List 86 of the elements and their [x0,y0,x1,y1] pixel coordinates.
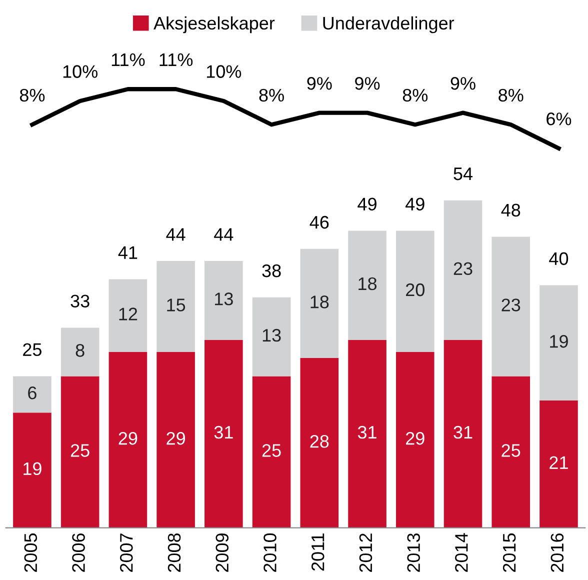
total-label: 54 [454,168,473,180]
bar [492,236,530,376]
legend-label: Underavdelinger [323,16,454,34]
data-label: 23 [454,262,472,275]
bar [13,376,52,413]
bar [348,340,386,528]
x-tick-label: 2008 [168,533,181,572]
bar [540,285,578,400]
bar [156,261,195,352]
total-label: 48 [501,204,520,217]
data-label: 31 [214,426,233,439]
data-label: 19 [24,462,42,476]
data-label: 9% [355,77,380,90]
total-label: 41 [118,246,138,259]
x-tick-label: 2012 [359,534,372,572]
bar [396,230,434,352]
bar [444,340,482,528]
data-label: 15 [167,298,186,312]
x-tick-label: 2005 [24,533,38,572]
data-label: 8% [498,88,524,102]
data-label: 11% [160,53,193,66]
x-tick-label: 2009 [216,534,229,572]
bar [204,261,243,340]
data-label: 10% [206,65,242,78]
data-label: 10% [63,65,98,78]
total-label: 44 [214,228,234,241]
total-label: 46 [310,216,329,229]
bar [204,340,243,528]
data-label: 21 [550,456,568,469]
data-label: 29 [166,432,185,445]
data-label: 25 [70,444,90,457]
data-label: 28 [310,434,329,448]
x-tick-label: 2014 [455,533,468,572]
bar [396,352,434,528]
data-label: 31 [358,426,376,439]
x-tick-label: 2015 [502,533,516,572]
bar [60,376,100,528]
data-label: 13 [262,328,281,342]
bar [252,376,291,528]
data-label: 12 [119,308,138,320]
x-tick-label: 2010 [264,533,276,572]
bar [540,400,578,528]
data-label: 8% [20,88,45,102]
bar [108,352,148,528]
total-label: 49 [358,198,376,210]
data-label: 9% [307,77,332,90]
bar [300,358,339,528]
bar [492,376,530,528]
bar [60,328,100,376]
data-label: 23 [502,298,520,312]
data-label: 18 [310,296,329,308]
total-label: 44 [166,228,186,241]
total-label: 25 [23,343,42,356]
data-label: 31 [454,426,472,439]
data-label: 19 [550,334,568,348]
data-label: 18 [358,277,377,290]
bar [13,412,52,528]
data-label: 8% [259,88,284,102]
data-label: 6 [28,386,36,400]
legend-label: Aksjeselskaper [154,16,275,34]
bar [300,248,339,358]
data-label: 6% [546,112,572,126]
x-tick-label: 2013 [407,533,420,572]
total-label: 33 [70,294,90,308]
bar [348,230,386,340]
data-label: 8 [76,344,84,357]
total-label: 49 [406,198,424,210]
bar [444,200,482,340]
data-label: 11% [112,53,145,66]
bar [252,297,291,376]
data-label: 29 [406,432,424,445]
data-label: 13 [215,292,233,306]
data-label: 25 [262,444,281,457]
x-tick-label: 2011 [311,534,324,571]
x-tick-label: 2016 [550,533,564,572]
x-tick-label: 2007 [120,534,133,572]
data-label: 20 [406,283,424,296]
bar [156,352,195,528]
bar [108,279,148,352]
data-label: 29 [118,432,138,445]
x-tick-label: 2006 [72,533,85,572]
total-label: 40 [549,252,568,266]
data-label: 25 [502,444,520,457]
total-label: 38 [262,264,281,278]
data-label: 8% [402,88,428,102]
data-label: 9% [450,77,476,90]
